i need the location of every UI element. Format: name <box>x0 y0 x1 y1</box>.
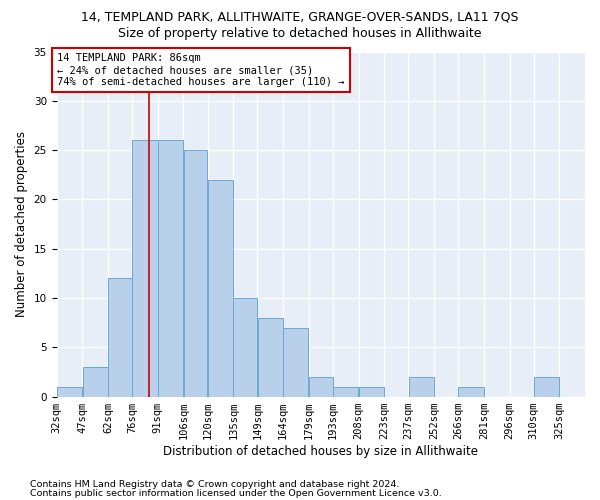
Bar <box>83 367 108 396</box>
Bar <box>257 318 283 396</box>
Bar <box>108 278 132 396</box>
Bar <box>158 140 183 396</box>
Bar <box>534 377 559 396</box>
Text: 14, TEMPLAND PARK, ALLITHWAITE, GRANGE-OVER-SANDS, LA11 7QS: 14, TEMPLAND PARK, ALLITHWAITE, GRANGE-O… <box>81 10 519 23</box>
Y-axis label: Number of detached properties: Number of detached properties <box>15 131 28 317</box>
Bar <box>309 377 332 396</box>
Bar <box>333 386 358 396</box>
Text: 14 TEMPLAND PARK: 86sqm
← 24% of detached houses are smaller (35)
74% of semi-de: 14 TEMPLAND PARK: 86sqm ← 24% of detache… <box>58 54 345 86</box>
Bar <box>132 140 158 396</box>
Bar <box>409 377 434 396</box>
Bar <box>57 386 82 396</box>
Text: Contains public sector information licensed under the Open Government Licence v3: Contains public sector information licen… <box>30 488 442 498</box>
Bar <box>458 386 484 396</box>
X-axis label: Distribution of detached houses by size in Allithwaite: Distribution of detached houses by size … <box>163 444 478 458</box>
Bar <box>283 328 308 396</box>
Text: Size of property relative to detached houses in Allithwaite: Size of property relative to detached ho… <box>118 28 482 40</box>
Bar <box>208 180 233 396</box>
Bar <box>233 298 257 396</box>
Text: Contains HM Land Registry data © Crown copyright and database right 2024.: Contains HM Land Registry data © Crown c… <box>30 480 400 489</box>
Bar <box>184 150 207 396</box>
Bar <box>359 386 384 396</box>
